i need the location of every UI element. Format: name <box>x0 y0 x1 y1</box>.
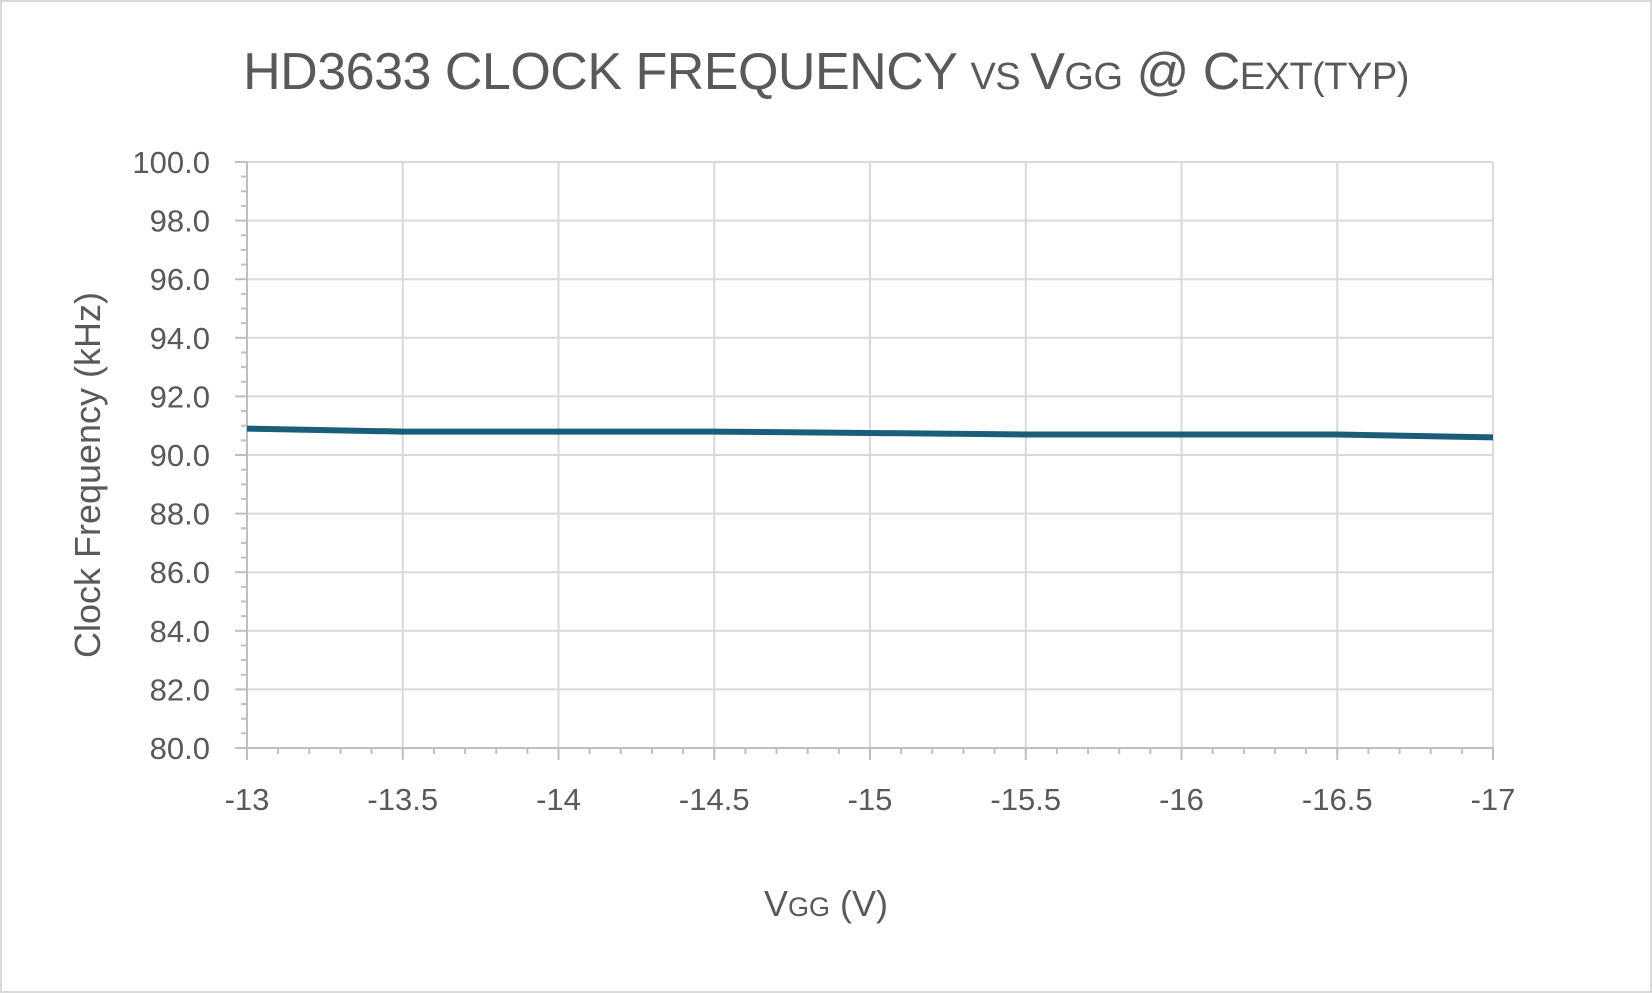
chart-title-part-5: EXT(TYP) <box>1239 56 1410 98</box>
axes <box>235 161 1494 760</box>
y-tick-labels: 80.0 82.0 84.0 86.0 88.0 90.0 92.0 94.0 96.0 98.0… <box>132 145 210 766</box>
chart-title-part-0: HD3633 CLOCK FREQUENCY <box>243 43 971 101</box>
y-tick-label: 98.0 <box>150 204 210 239</box>
chart-title-part-3: GG <box>1064 56 1123 98</box>
grid-lines <box>246 161 1494 749</box>
y-tick-label: 88.0 <box>150 497 210 532</box>
y-tick-label: 96.0 <box>150 262 210 297</box>
y-tick-label: 90.0 <box>150 438 210 473</box>
x-axis-label-part-1: GG <box>788 892 831 922</box>
chart-title-part-1: VS <box>970 56 1031 98</box>
y-tick-label: 100.0 <box>132 145 210 180</box>
y-axis-label: Clock Frequency (kHz) <box>67 291 108 659</box>
y-tick-label: 86.0 <box>150 555 210 590</box>
x-axis-label-part-0: V <box>763 883 788 924</box>
series-layer <box>246 425 1494 441</box>
x-tick-labels: -13 -13.5 -14 -14.5 -15 -15.5 -16 -16.5 -17 <box>225 782 1516 817</box>
chart-title-part-2: V <box>1030 43 1065 101</box>
x-tick-label: -16.5 <box>1302 782 1373 817</box>
x-tick-label: -15 <box>848 782 893 817</box>
x-tick-label: -14 <box>536 782 581 817</box>
x-axis-label-part-2: (V) <box>830 883 889 924</box>
chart-title-part-4: @ C <box>1122 43 1240 101</box>
y-tick-label: 80.0 <box>150 731 210 766</box>
y-tick-label: 82.0 <box>150 672 210 707</box>
x-tick-label: -15.5 <box>990 782 1061 817</box>
x-tick-label: -13.5 <box>367 782 438 817</box>
y-tick-label: 92.0 <box>150 379 210 414</box>
x-tick-label: -16 <box>1159 782 1204 817</box>
x-tick-label: -13 <box>225 782 270 817</box>
x-axis-label: VGG (V) <box>0 883 1652 925</box>
y-tick-label: 94.0 <box>150 321 210 356</box>
chart-title: HD3633 CLOCK FREQUENCY VS VGG @ CEXT(TYP… <box>0 42 1652 102</box>
series-line-0 <box>246 425 1494 441</box>
x-tick-label: -14.5 <box>679 782 750 817</box>
x-tick-label: -17 <box>1471 782 1516 817</box>
y-tick-label: 84.0 <box>150 614 210 649</box>
